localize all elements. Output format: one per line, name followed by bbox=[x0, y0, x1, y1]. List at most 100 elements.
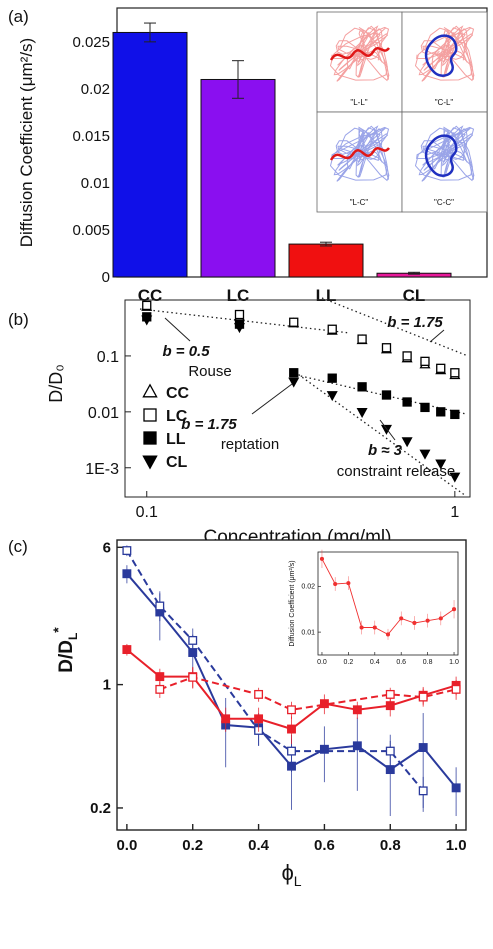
marker bbox=[435, 459, 447, 470]
marker bbox=[359, 625, 364, 630]
y-axis-label: Diffusion Coefficient (μm²/s) bbox=[289, 560, 296, 646]
y-tick-label: 0.01 bbox=[88, 405, 119, 422]
panel-label: (a) bbox=[8, 7, 29, 26]
marker bbox=[436, 407, 446, 417]
probe-chain bbox=[329, 147, 390, 161]
marker bbox=[399, 616, 404, 621]
matrix-chain bbox=[416, 127, 474, 182]
marker bbox=[143, 431, 157, 445]
x-tick-label: 0.4 bbox=[248, 837, 270, 854]
x-tick-label: 0.1 bbox=[136, 504, 158, 521]
y-axis-label-sup: * bbox=[50, 627, 66, 633]
marker bbox=[402, 351, 412, 361]
marker bbox=[436, 363, 446, 373]
y-axis-label: D/DL* bbox=[50, 627, 80, 673]
annotation: b = 1.75 bbox=[181, 416, 237, 433]
marker bbox=[142, 383, 158, 398]
marker bbox=[254, 714, 264, 724]
x-tick-label: 0.8 bbox=[380, 837, 401, 854]
inset-label: "C-L" bbox=[435, 98, 454, 107]
marker bbox=[287, 746, 296, 756]
marker bbox=[385, 701, 395, 711]
fit-line bbox=[321, 297, 469, 357]
marker bbox=[402, 397, 412, 407]
x-tick-label: 1.0 bbox=[449, 659, 459, 666]
marker bbox=[449, 472, 461, 483]
y-tick-label: 0.1 bbox=[97, 349, 119, 366]
marker bbox=[289, 317, 299, 327]
y-axis-label-sub: L bbox=[66, 633, 80, 640]
y-tick-label: 0.2 bbox=[90, 800, 111, 817]
marker bbox=[188, 672, 198, 682]
marker bbox=[385, 632, 391, 637]
inset-cell: "L-L" bbox=[316, 11, 403, 113]
x-tick-label: 0.4 bbox=[370, 659, 380, 666]
marker bbox=[420, 402, 430, 413]
y-tick-label: 0.01 bbox=[301, 629, 315, 636]
marker bbox=[319, 744, 329, 754]
marker bbox=[352, 741, 362, 751]
marker bbox=[122, 546, 132, 556]
inset-label: "L-L" bbox=[350, 98, 367, 107]
inset-label: "C-C" bbox=[434, 198, 454, 207]
marker bbox=[289, 368, 299, 378]
marker bbox=[401, 437, 413, 448]
y-tick-label: 0.01 bbox=[81, 175, 110, 192]
marker bbox=[450, 409, 460, 420]
marker bbox=[412, 620, 417, 626]
probe-chain bbox=[329, 47, 390, 61]
bar bbox=[200, 78, 276, 278]
annotation-arrow bbox=[251, 383, 293, 415]
marker bbox=[122, 569, 132, 579]
annotation: Rouse bbox=[188, 363, 231, 380]
inset-cell: "L-C" bbox=[316, 111, 403, 213]
x-tick-label: 0.6 bbox=[314, 837, 335, 854]
marker bbox=[254, 689, 264, 699]
x-tick-label: 0.8 bbox=[423, 659, 433, 666]
inset-cell: "C-C" bbox=[401, 111, 488, 213]
marker bbox=[141, 315, 153, 326]
marker bbox=[319, 556, 325, 561]
marker bbox=[142, 455, 158, 470]
fit-line bbox=[139, 308, 351, 334]
marker bbox=[451, 684, 461, 694]
legend-label: LC bbox=[166, 408, 188, 425]
inset-label: "L-C" bbox=[350, 198, 369, 207]
marker bbox=[326, 391, 338, 402]
matrix-chain bbox=[416, 27, 474, 82]
x-tick-label: 0.0 bbox=[317, 659, 327, 666]
marker bbox=[425, 618, 430, 623]
marker bbox=[188, 635, 198, 645]
marker bbox=[155, 684, 165, 694]
y-axis-label: D/D₀ bbox=[46, 364, 66, 402]
legend-label: CC bbox=[166, 385, 190, 402]
x-tick-label: 0.2 bbox=[344, 659, 354, 666]
y-tick-label: 0.025 bbox=[72, 34, 110, 51]
probe-ring bbox=[424, 134, 458, 177]
x-tick-label: LC bbox=[227, 286, 250, 305]
marker bbox=[450, 368, 460, 378]
marker bbox=[381, 343, 392, 353]
plot-frame bbox=[124, 299, 471, 498]
y-tick-label: 1E-3 bbox=[85, 461, 119, 478]
y-axis-label-main: D/D bbox=[56, 640, 77, 673]
matrix-chain bbox=[329, 130, 388, 181]
marker bbox=[381, 390, 392, 400]
annotation: constraint release bbox=[337, 463, 455, 480]
marker bbox=[357, 382, 367, 392]
marker bbox=[333, 581, 338, 587]
matrix-chain bbox=[335, 25, 390, 82]
y-tick-label: 0.02 bbox=[301, 584, 315, 591]
x-axis-label: ϕL bbox=[281, 860, 301, 889]
matrix-chain bbox=[329, 30, 388, 81]
marker bbox=[372, 625, 377, 630]
marker bbox=[356, 407, 368, 418]
marker bbox=[287, 705, 296, 715]
fit-line bbox=[294, 371, 467, 497]
marker bbox=[234, 309, 245, 320]
panel-label: (c) bbox=[8, 537, 28, 556]
marker bbox=[418, 743, 428, 752]
marker bbox=[327, 373, 337, 383]
marker bbox=[327, 324, 337, 334]
